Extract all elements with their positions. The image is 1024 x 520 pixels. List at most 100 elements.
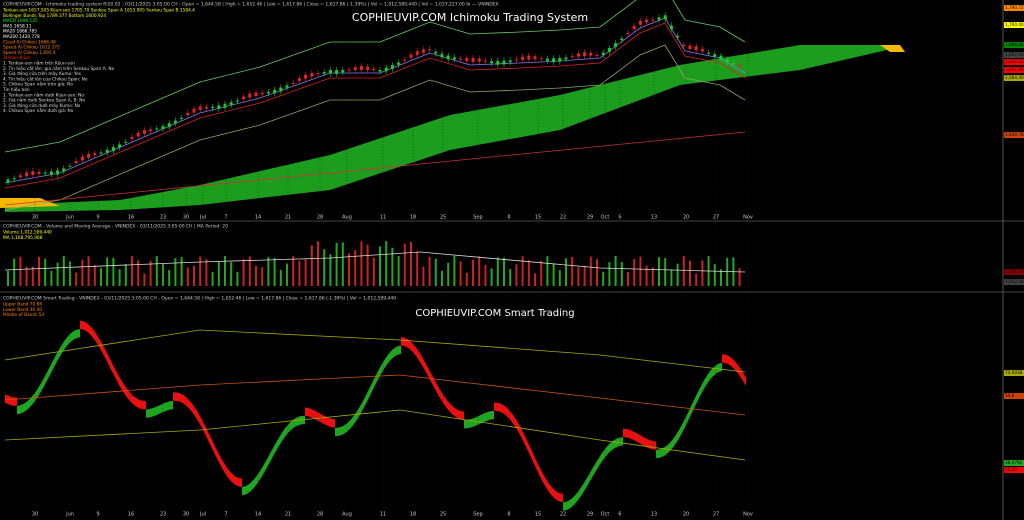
- candle: [539, 58, 543, 60]
- oscillator-fill: [623, 428, 626, 438]
- candle: [700, 48, 704, 52]
- candle: [285, 85, 289, 88]
- candle: [211, 106, 215, 109]
- oscillator-fill: [437, 384, 440, 398]
- candle: [428, 49, 432, 51]
- candle: [626, 32, 630, 34]
- legend-entry: Tenkan-sen 1657.505 Kijun-sen 1705.70 Se…: [2, 8, 195, 14]
- x-tick-label: Nov: [743, 512, 753, 518]
- lower-band: [4, 409, 746, 461]
- volume-bar: [19, 256, 22, 286]
- oscillator-fill: [305, 407, 308, 417]
- x-tick-label: 25: [440, 215, 446, 221]
- x-tick-label: 9: [96, 215, 99, 221]
- x-tick-label: 15: [535, 215, 541, 221]
- candle: [533, 56, 537, 60]
- oscillator-fill: [554, 489, 557, 501]
- volume-bar: [664, 258, 667, 286]
- x-tick-label: 27: [713, 215, 719, 221]
- x-tick-label: 6: [618, 512, 621, 518]
- candle: [99, 152, 103, 154]
- candle: [465, 58, 469, 62]
- oscillator-fill: [44, 372, 47, 387]
- oscillator-fill: [479, 414, 482, 425]
- oscillator-fill: [296, 416, 299, 427]
- price-label-bg: [1004, 279, 1024, 285]
- volume-bar: [589, 256, 592, 286]
- candle: [316, 73, 320, 75]
- x-tick-label: Aug: [342, 512, 352, 518]
- oscillator-fill: [275, 439, 278, 453]
- legend-entry: Tín hiệu bán: [2, 86, 30, 93]
- oscillator-fill: [128, 390, 131, 403]
- price-label-bg: [1004, 393, 1024, 399]
- oscillator-fill: [32, 392, 35, 405]
- candle: [570, 56, 574, 58]
- oscillator-fill: [245, 484, 248, 495]
- ichimoku-cloud-neg: [880, 45, 905, 52]
- oscillator-fill: [737, 363, 740, 377]
- volume-bar: [155, 256, 158, 286]
- volume-bar: [242, 259, 245, 286]
- oscillator-fill: [449, 402, 452, 414]
- legend-entry: 4. Chikou Span nằm dưới giá: No: [3, 107, 74, 114]
- legend-entry: MA20 1666.785: [3, 29, 37, 35]
- legend-entry: MA200 1420.778: [3, 34, 40, 40]
- volume-bar: [577, 267, 580, 286]
- oscillator-fill: [641, 435, 644, 446]
- panel-header: COPHIEUVIP.COM Smart Trading - VNINDEX -…: [3, 296, 396, 302]
- oscillator-fill: [185, 396, 188, 408]
- volume-bar: [50, 270, 53, 286]
- oscillator-fill: [167, 401, 170, 411]
- volume-bar: [44, 258, 47, 286]
- candle: [198, 106, 202, 110]
- candle: [49, 171, 53, 175]
- candle: [266, 92, 270, 94]
- candle: [558, 58, 562, 62]
- candle: [118, 144, 122, 148]
- candle: [576, 53, 580, 57]
- volume-bar: [236, 271, 239, 286]
- oscillator-fill: [104, 347, 107, 362]
- volume-bar: [695, 273, 698, 286]
- volume-bar: [292, 256, 295, 286]
- oscillator-fill: [224, 463, 227, 477]
- volume-bar: [149, 260, 152, 286]
- volume-bar: [403, 243, 406, 286]
- oscillator-fill: [20, 404, 23, 414]
- oscillator-fill: [506, 407, 509, 419]
- candle: [403, 59, 407, 61]
- volume-bar: [416, 251, 419, 286]
- volume-bar: [527, 260, 530, 286]
- oscillator-fill: [299, 415, 302, 425]
- volume-bar: [558, 270, 561, 286]
- price-label: 1,700.00: [1005, 22, 1024, 27]
- oscillator-fill: [47, 366, 50, 381]
- oscillator-fill: [731, 357, 734, 369]
- oscillator-fill: [446, 398, 449, 411]
- x-tick-label: 18: [410, 512, 416, 518]
- x-tick-label: 30: [32, 215, 38, 221]
- oscillator-fill: [242, 486, 245, 496]
- oscillator-fill: [707, 371, 710, 384]
- oscillator-fill: [662, 446, 665, 457]
- legend-entry: 1. Tenkan-sen nằm dưới Kijun-sen: No: [3, 91, 84, 98]
- candle: [167, 123, 171, 128]
- candle: [25, 172, 29, 177]
- bollinger-bottom: [4, 44, 746, 211]
- oscillator-fill: [155, 406, 158, 416]
- x-tick-label: 30: [183, 215, 189, 221]
- oscillator-fill: [302, 415, 305, 425]
- oscillator-fill: [443, 394, 446, 408]
- volume-bar: [317, 241, 319, 286]
- candle: [204, 106, 208, 109]
- oscillator-fill: [590, 467, 593, 482]
- oscillator-fill: [56, 349, 59, 364]
- candle: [471, 57, 475, 62]
- oscillator-fill: [611, 440, 614, 451]
- volume-bar: [465, 272, 468, 286]
- candle: [459, 58, 463, 60]
- oscillator-fill: [278, 434, 281, 448]
- volume-bar: [304, 258, 307, 286]
- candle: [74, 161, 78, 164]
